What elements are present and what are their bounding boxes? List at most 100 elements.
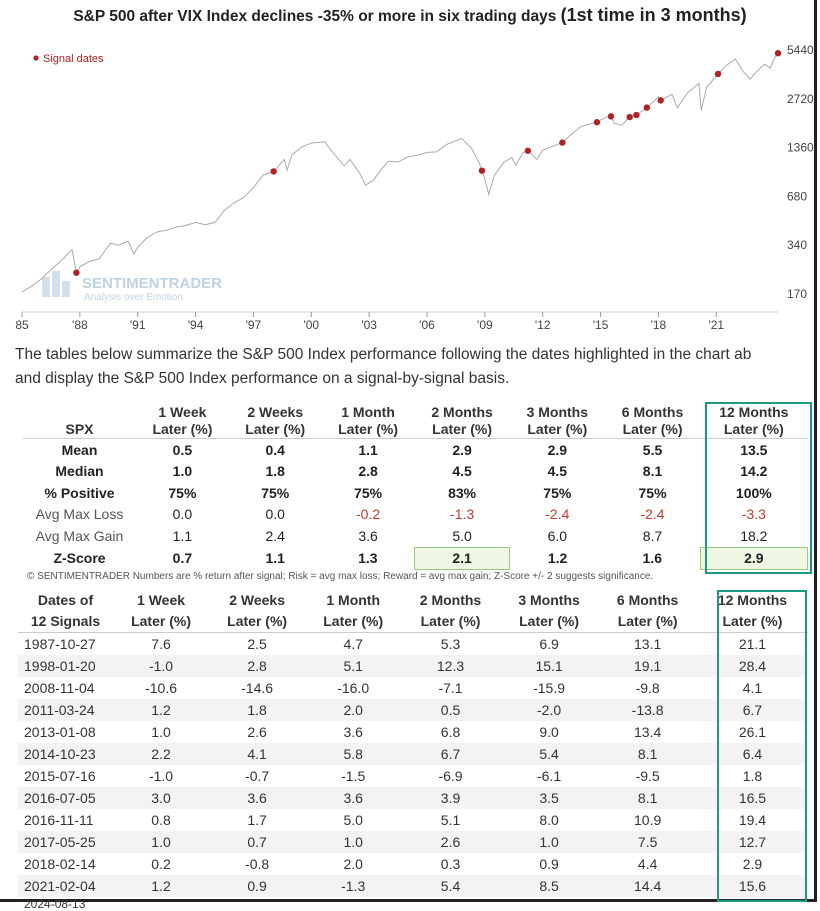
stats-value-cell: 4.5 xyxy=(452,463,472,480)
stats-value-cell: -2.4 xyxy=(545,506,570,523)
signal-value-cell: 5.0 xyxy=(343,812,363,828)
stats-value-cell: -3.3 xyxy=(741,506,766,523)
stats-col-header-line-2: Later (%) xyxy=(622,421,683,437)
watermark-bar xyxy=(42,277,50,297)
stats-value-cell: 8.7 xyxy=(642,528,663,544)
signal-value-cell: -1.0 xyxy=(113,655,210,677)
y-tick-label: 170 xyxy=(787,287,807,301)
signal-value-cell: -1.0 xyxy=(148,768,174,784)
summary-line-1: The tables below summarize the S&P 500 I… xyxy=(15,346,752,363)
stats-value-cell: 14.2 xyxy=(740,463,768,480)
signal-value-cell: 12.7 xyxy=(696,831,808,853)
signal-value-cell: 0.9 xyxy=(209,875,306,897)
signal-value-cell: 6.8 xyxy=(440,724,461,740)
signal-value-cell: -9.8 xyxy=(635,680,660,696)
signal-value-cell: 15.1 xyxy=(499,655,599,677)
signal-value-cell: 8.0 xyxy=(539,812,559,828)
signal-value-cell: 0.5 xyxy=(401,699,500,721)
stats-value-cell: 75% xyxy=(638,484,667,501)
signal-row: 1987-10-27 7.6 2.5 4.7 5.3 6.9 13.1 21.1 xyxy=(18,633,808,656)
signal-date-cell: 2014-10-23 xyxy=(18,743,113,765)
stats-value-cell: 75% xyxy=(354,484,383,501)
signal-value-cell: -1.3 xyxy=(305,875,402,897)
signal-value-cell: 5.4 xyxy=(401,875,500,897)
signal-value-cell: 21.1 xyxy=(738,636,767,652)
y-tick-label: 680 xyxy=(787,189,807,203)
stats-value-cell: -0.2 xyxy=(356,506,381,523)
signal-value-cell: 2.2 xyxy=(113,743,210,765)
signal-dot xyxy=(643,104,651,111)
signal-value-cell: 8.5 xyxy=(499,875,599,897)
stats-value-cell: 2.4 xyxy=(265,528,285,544)
signal-row: 2008-11-04 -10.6 -14.6 -16.0 -7.1 -15.9 -9.8 4.… xyxy=(18,677,808,699)
signal-value-cell: 3.0 xyxy=(113,787,210,809)
signal-value-cell: 0.9 xyxy=(539,856,559,872)
x-tick-label: '00 xyxy=(303,318,319,332)
signal-value-cell: 0.3 xyxy=(440,856,461,872)
y-axis: 170 340 680 1360 2720 5440 xyxy=(787,43,814,301)
y-tick-label: 340 xyxy=(787,238,807,252)
stats-value-cell: 75% xyxy=(168,484,197,501)
signal-date-cell: 2008-11-04 xyxy=(24,680,95,696)
signal-value-cell: 5.1 xyxy=(305,655,402,677)
signal-value-cell: 2.6 xyxy=(401,831,500,853)
stats-col-header-line-2: Later (%) xyxy=(432,421,493,437)
signal-date-cell: 2013-01-08 xyxy=(24,724,96,740)
stats-value-cell: 75% xyxy=(543,484,572,501)
stats-col-header-line-2: Later (%) xyxy=(152,421,213,437)
signal-value-cell: 4.1 xyxy=(742,680,763,696)
signal-value-cell: -1.5 xyxy=(341,768,366,784)
signals-col-header-line-2: Later (%) xyxy=(519,613,580,629)
stats-value-cell: 75% xyxy=(261,484,290,501)
signal-dot xyxy=(73,269,80,276)
signal-row: 2016-07-05 3.0 3.6 3.6 3.9 3.5 8.1 16.5 xyxy=(18,787,808,809)
signal-value-cell: 14.4 xyxy=(598,875,697,897)
cutoff-row-text: 2024-08-13 xyxy=(24,897,86,911)
stats-col-header: 12 Months Later (%) xyxy=(700,404,808,439)
signal-value-cell: 6.4 xyxy=(696,743,808,765)
signal-value-cell: 4.7 xyxy=(343,636,363,652)
stats-value-cell: 3.6 xyxy=(358,528,378,544)
signal-value-cell: 2.6 xyxy=(247,724,267,740)
stats-corner-label: SPX xyxy=(65,421,94,437)
signal-dot xyxy=(626,113,633,121)
stats-col-header: 3 Months Later (%) xyxy=(509,404,605,439)
signal-value-cell: 28.4 xyxy=(696,655,808,677)
x-tick-label: '12 xyxy=(535,318,551,332)
signal-row: 2011-03-24 1.2 1.8 2.0 0.5 -2.0 -13.8 6.7 xyxy=(18,699,808,721)
signal-dot xyxy=(607,113,615,120)
signals-col-header-line-1: 6 Months xyxy=(616,592,679,608)
signal-row: 2015-07-16 -1.0 -0.7 -1.5 -6.9 -6.1 -9.5 1.8 xyxy=(18,765,808,787)
summary-line-2: and display the S&P 500 Index performanc… xyxy=(15,370,510,387)
stats-value-cell: 2.9 xyxy=(699,546,809,570)
signal-value-cell: 2.0 xyxy=(343,856,363,872)
signals-col-header-line-1: 1 Week xyxy=(137,592,186,608)
stats-col-header-line-2: Later (%) xyxy=(723,421,784,437)
stats-value-cell: -1.3 xyxy=(450,506,475,523)
x-tick-label: '97 xyxy=(246,318,262,332)
signal-dot xyxy=(774,49,782,57)
stats-value-cell: 100% xyxy=(735,484,772,501)
signals-col-header-line-2: Later (%) xyxy=(420,613,481,629)
signal-value-cell: 5.3 xyxy=(440,636,461,652)
signals-col-header: 2 Weeks Later (%) xyxy=(209,590,306,633)
signals-col-header: 1 Month Later (%) xyxy=(305,590,402,633)
stats-header-row: SPX 1 Week Later (%) 2 Weeks Later (%) 1 Mont… xyxy=(23,404,808,439)
signal-dot xyxy=(593,119,601,126)
signal-date-cell: 2018-02-14 xyxy=(24,856,96,872)
signal-markers xyxy=(73,49,782,276)
stats-row: % Positive 75% 75% 75% 83% 75% 75% 100% xyxy=(23,482,808,504)
stats-value-cell: 6.0 xyxy=(547,528,568,544)
stats-value-cell: 0.0 xyxy=(172,506,193,523)
signals-col-header: 1 Week Later (%) xyxy=(113,590,210,633)
stats-value-cell: 1.6 xyxy=(642,550,663,567)
price-line xyxy=(21,52,779,293)
signal-value-cell: 26.1 xyxy=(738,724,767,740)
stats-value-cell: 1.8 xyxy=(265,463,285,480)
signals-corner-header: Dates of 12 Signals xyxy=(18,590,113,633)
signals-col-header-line-1: 3 Months xyxy=(518,592,580,608)
stats-col-header-line-1: 1 Month xyxy=(341,404,395,420)
signal-value-cell: 1.8 xyxy=(742,768,763,784)
